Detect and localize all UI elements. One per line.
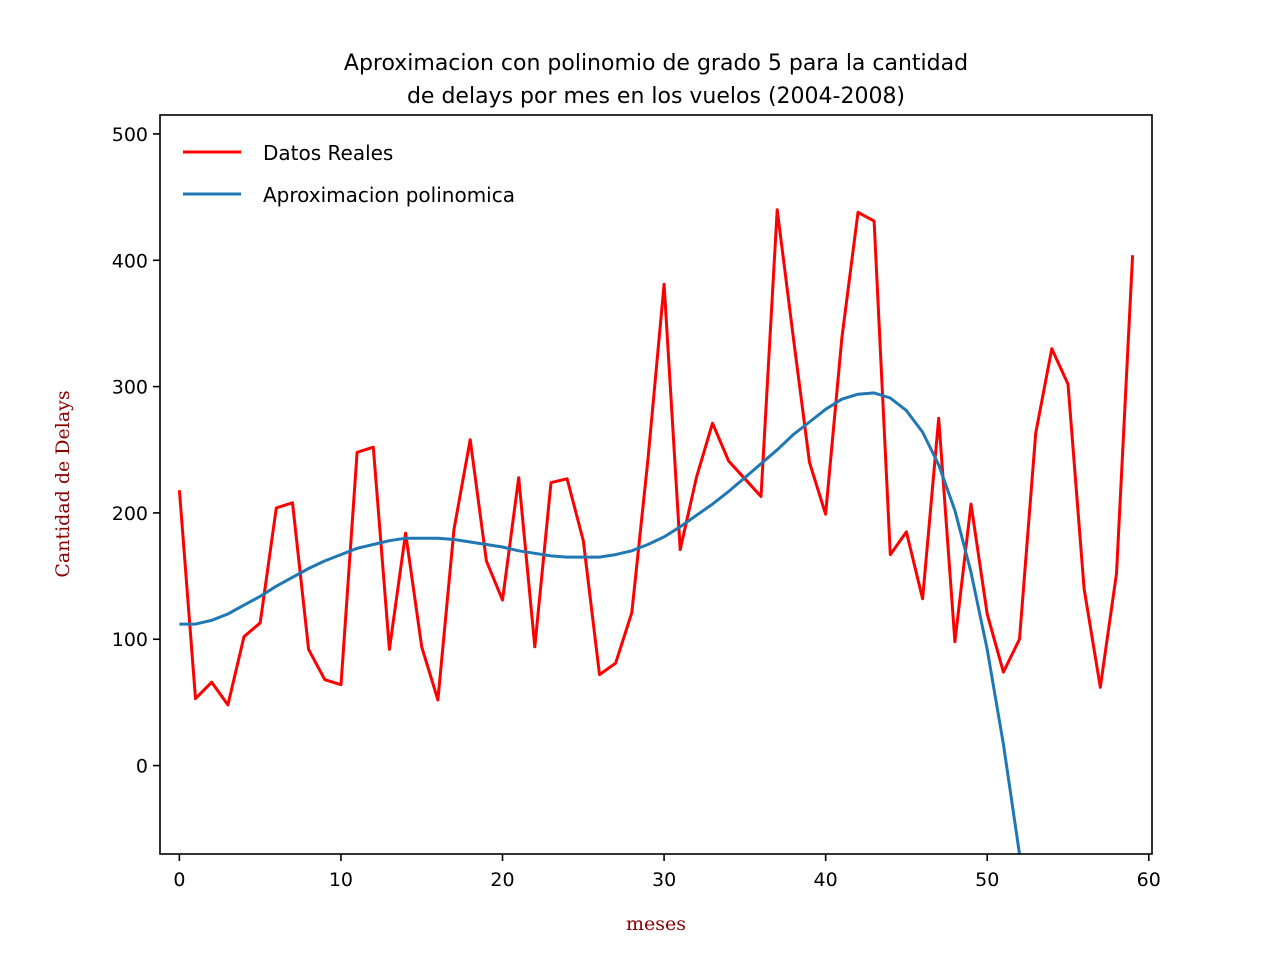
y-tick-label: 300 [112, 377, 148, 399]
y-tick-label: 500 [112, 124, 148, 146]
y-tick-label: 400 [112, 250, 148, 272]
x-tick-label: 60 [1137, 869, 1161, 891]
series-line-0 [177, 208, 1135, 707]
y-tick-label: 0 [136, 756, 148, 778]
series-layer [177, 208, 1135, 854]
x-tick-label: 30 [652, 869, 676, 891]
plot-frame [159, 114, 1153, 855]
x-tick-label: 20 [490, 869, 514, 891]
x-tick-label: 0 [173, 869, 185, 891]
x-tick-label: 40 [814, 869, 838, 891]
legend-label-datos-reales: Datos Reales [263, 141, 393, 165]
x-tick-label: 50 [975, 869, 999, 891]
chart-title-line-1: Aproximacion con polinomio de grado 5 pa… [344, 51, 968, 76]
legend: Datos Reales Aproximacion polinomica [183, 141, 515, 207]
x-axis: 0 10 20 30 40 50 60 [173, 854, 1161, 891]
y-axis-label: Cantidad de Delays [52, 390, 74, 577]
y-axis: 0 100 200 300 400 500 [112, 124, 160, 778]
y-tick-label: 100 [112, 629, 148, 651]
chart-title-line-2: de delays por mes en los vuelos (2004-20… [407, 84, 905, 109]
series-line-1 [179, 391, 1021, 854]
x-tick-label: 10 [329, 869, 353, 891]
y-tick-label: 200 [112, 503, 148, 525]
x-axis-label: meses [626, 913, 686, 935]
legend-label-aproximacion-polinomica: Aproximacion polinomica [263, 183, 515, 207]
